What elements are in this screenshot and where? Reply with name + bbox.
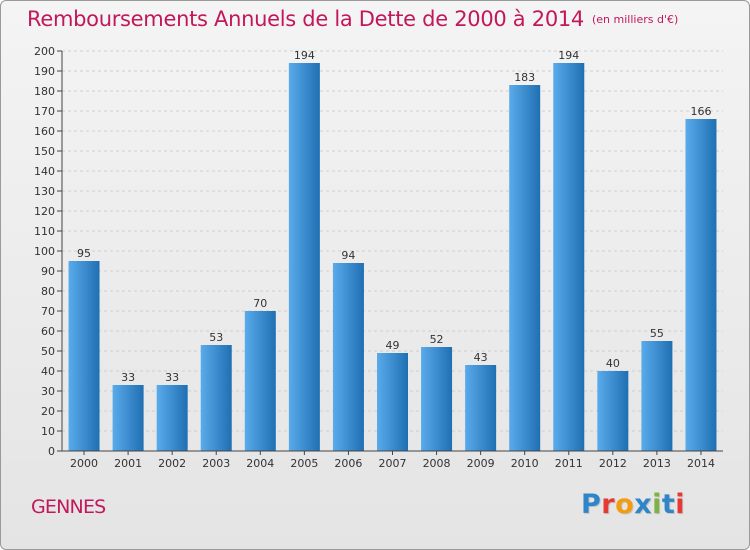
bars: 95 33 33 53 70 194 94 49 52 43 183 194 40 55 166 bbox=[68, 49, 717, 451]
data-label-2013: 55 bbox=[650, 327, 664, 340]
bar-2001 bbox=[112, 385, 144, 451]
logo-letter: o bbox=[615, 489, 635, 520]
x-tick-label-2007: 2007 bbox=[379, 457, 407, 470]
y-tick-label: 150 bbox=[34, 145, 55, 158]
x-tick-label-2000: 2000 bbox=[70, 457, 98, 470]
data-label-2005: 194 bbox=[294, 49, 315, 62]
data-label-2003: 53 bbox=[209, 331, 223, 344]
y-tick-label: 160 bbox=[34, 125, 55, 138]
data-label-2006: 94 bbox=[341, 249, 355, 262]
data-label-2010: 183 bbox=[514, 71, 535, 84]
bar-2005 bbox=[288, 63, 320, 451]
bar-2013 bbox=[641, 341, 673, 451]
data-label-2014: 166 bbox=[690, 105, 711, 118]
title-text: Remboursements Annuels de la Dette de 20… bbox=[27, 7, 584, 31]
bar-2000 bbox=[68, 261, 100, 451]
logo-letter: r bbox=[601, 489, 616, 520]
y-tick-label: 80 bbox=[41, 285, 55, 298]
x-tick-label-2004: 2004 bbox=[246, 457, 274, 470]
y-tick-label: 180 bbox=[34, 85, 55, 98]
logo-letter: i bbox=[652, 489, 662, 520]
x-tick-label-2005: 2005 bbox=[290, 457, 318, 470]
y-tick-label: 40 bbox=[41, 365, 55, 378]
x-tick-label-2001: 2001 bbox=[114, 457, 142, 470]
bar-2008 bbox=[421, 347, 453, 451]
title-unit: (en milliers d'€) bbox=[592, 13, 679, 26]
logo-letter: x bbox=[634, 489, 653, 520]
x-tick-label-2008: 2008 bbox=[423, 457, 451, 470]
x-tick-label-2002: 2002 bbox=[158, 457, 186, 470]
y-tick-label: 90 bbox=[41, 265, 55, 278]
x-tick-label-2011: 2011 bbox=[555, 457, 583, 470]
y-tick-label: 190 bbox=[34, 65, 55, 78]
bar-2009 bbox=[465, 365, 497, 451]
y-tick-label: 30 bbox=[41, 385, 55, 398]
bar-2010 bbox=[509, 85, 541, 451]
data-label-2011: 194 bbox=[558, 49, 579, 62]
bar-2004 bbox=[244, 311, 276, 451]
y-tick-label: 100 bbox=[34, 245, 55, 258]
proxiti-logo[interactable]: Proxiti bbox=[581, 489, 685, 520]
logo-letter: t bbox=[661, 489, 676, 520]
data-label-2001: 33 bbox=[121, 371, 135, 384]
bar-2011 bbox=[553, 63, 585, 451]
data-label-2004: 70 bbox=[253, 297, 267, 310]
y-tick-label: 60 bbox=[41, 325, 55, 338]
y-tick-label: 50 bbox=[41, 345, 55, 358]
y-tick-label: 110 bbox=[34, 225, 55, 238]
chart-title: Remboursements Annuels de la Dette de 20… bbox=[27, 7, 678, 31]
axes: 0 10 20 30 40 50 60 70 80 90 100 110 120 130 140 150 160… bbox=[34, 45, 723, 470]
x-tick-label-2009: 2009 bbox=[467, 457, 495, 470]
bar-2003 bbox=[200, 345, 232, 451]
bar-2002 bbox=[156, 385, 188, 451]
data-label-2007: 49 bbox=[386, 339, 400, 352]
y-tick-label: 10 bbox=[41, 425, 55, 438]
x-tick-label-2010: 2010 bbox=[511, 457, 539, 470]
y-tick-label: 200 bbox=[34, 45, 55, 58]
data-label-2012: 40 bbox=[606, 357, 620, 370]
data-label-2002: 33 bbox=[165, 371, 179, 384]
y-tick-label: 140 bbox=[34, 165, 55, 178]
bar-2014 bbox=[685, 119, 717, 451]
y-tick-label: 20 bbox=[41, 405, 55, 418]
logo-letter: i bbox=[675, 489, 686, 520]
bar-2007 bbox=[377, 353, 408, 451]
x-tick-label-2013: 2013 bbox=[643, 457, 671, 470]
x-tick-label-2012: 2012 bbox=[599, 457, 627, 470]
data-label-2000: 95 bbox=[77, 247, 91, 260]
y-tick-label: 170 bbox=[34, 105, 55, 118]
data-label-2008: 52 bbox=[430, 333, 444, 346]
x-tick-label-2014: 2014 bbox=[687, 457, 715, 470]
y-tick-label: 130 bbox=[34, 185, 55, 198]
y-tick-label: 70 bbox=[41, 305, 55, 318]
x-tick-label-2006: 2006 bbox=[334, 457, 362, 470]
commune-name: GENNES bbox=[31, 496, 106, 518]
x-tick-label-2003: 2003 bbox=[202, 457, 230, 470]
data-label-2009: 43 bbox=[474, 351, 488, 364]
bar-2006 bbox=[332, 263, 364, 451]
logo-letter: P bbox=[581, 489, 602, 520]
bar-2012 bbox=[597, 371, 629, 451]
y-tick-label: 0 bbox=[48, 445, 55, 458]
y-tick-label: 120 bbox=[34, 205, 55, 218]
